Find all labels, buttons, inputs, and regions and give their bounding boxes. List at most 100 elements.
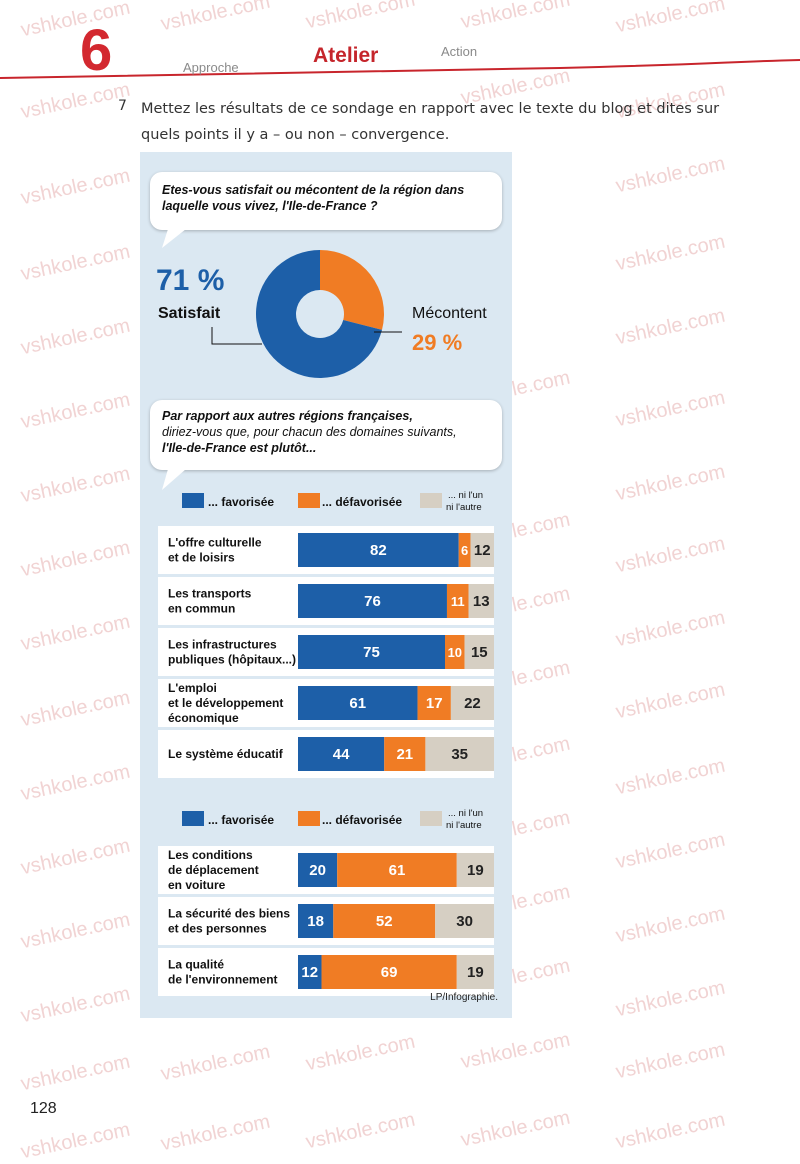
watermark-text: vshkole.com (458, 1106, 573, 1152)
bar-segment-favorisee (298, 737, 385, 771)
watermark-text: vshkole.com (18, 834, 133, 880)
watermark-text: vshkole.com (613, 230, 728, 276)
legend-label-defavorisee: ... défavorisée (322, 495, 402, 509)
bubble-tail-satisfaction (162, 229, 186, 248)
data-label: 10 (448, 645, 462, 660)
data-label: 61 (389, 862, 406, 879)
data-label: 21 (396, 746, 413, 763)
bar-segment-defavorisee (384, 737, 426, 771)
legend-label-defavorisee: ... défavorisée (322, 813, 402, 827)
watermark-text: vshkole.com (613, 1108, 728, 1154)
watermark-text: vshkole.com (613, 152, 728, 198)
data-label: 17 (426, 695, 443, 712)
tab-atelier[interactable]: Atelier (313, 44, 379, 67)
data-label: 15 (471, 644, 488, 661)
leader-line-satisfait (211, 327, 262, 345)
question-regions-line1: Par rapport aux autres régions française… (162, 409, 413, 423)
bar-segment-neutral (470, 533, 494, 567)
watermark-text: vshkole.com (458, 1028, 573, 1074)
watermark-text: vshkole.com (613, 0, 728, 38)
watermark-text: vshkole.com (18, 164, 133, 210)
exercise-instruction: Mettez les résultats de ce sondage en ra… (141, 101, 720, 143)
bar-segment-defavorisee (458, 533, 471, 567)
watermark-text: vshkole.com (18, 536, 133, 582)
data-label: 44 (333, 746, 350, 763)
donut-slice-mecontent (320, 250, 384, 330)
data-label: 11 (451, 594, 465, 609)
watermark-text: vshkole.com (18, 982, 133, 1028)
watermark-text: vshkole.com (613, 460, 728, 506)
legend-label-favorisee: ... favorisée (208, 495, 274, 509)
category-label: en voiture (168, 878, 226, 892)
bar-segment-neutral (435, 904, 494, 938)
data-label: 35 (451, 746, 468, 763)
watermark-text: vshkole.com (613, 1038, 728, 1084)
category-label: L'emploi (168, 681, 217, 695)
watermark-text: vshkole.com (18, 760, 133, 806)
data-label: 82 (370, 542, 387, 559)
category-label: publiques (hôpitaux...) (168, 653, 296, 667)
bar-segment-favorisee (298, 955, 322, 989)
chart-svg: 71 % Satisfait Mécontent 29 % ... favorisée.… (156, 229, 494, 996)
bar-segment-neutral (464, 635, 494, 669)
watermark-text: vshkole.com (303, 1108, 418, 1154)
category-label: et le développement (168, 696, 283, 710)
category-label: de l'environnement (168, 973, 278, 987)
category-label: Le système éducatif (168, 747, 284, 761)
category-label: La sécurité des biens (168, 907, 290, 921)
bar-segment-neutral (450, 686, 494, 720)
data-label: 30 (456, 913, 473, 930)
category-label: Les conditions (168, 848, 253, 862)
tab-action[interactable]: Action (441, 44, 478, 59)
bar-segment-defavorisee (446, 584, 469, 618)
category-label: économique (168, 711, 239, 725)
watermark-text: vshkole.com (18, 78, 133, 124)
legend-swatch-favorisee (182, 493, 204, 508)
bar-segment-favorisee (298, 904, 334, 938)
watermark-text: vshkole.com (18, 908, 133, 954)
unit-number: 6 (80, 18, 113, 83)
data-label: 69 (381, 964, 398, 981)
legend-label-neutral-line1: ... ni l'un (448, 808, 483, 819)
bar-segment-favorisee (298, 635, 445, 669)
data-label: 6 (461, 543, 468, 558)
exercise-number: 7 (118, 98, 127, 114)
legend-swatch-neutral (420, 493, 442, 508)
bar-segment-favorisee (298, 853, 338, 887)
value-label-mecontent: 29 % (412, 330, 462, 355)
category-label-satisfait: Satisfait (158, 305, 221, 322)
tab-approche[interactable]: Approche (183, 60, 239, 75)
data-label: 52 (376, 913, 393, 930)
watermark-text: vshkole.com (18, 462, 133, 508)
watermark-text: vshkole.com (613, 828, 728, 874)
watermark-text: vshkole.com (18, 0, 133, 42)
watermark-text: vshkole.com (158, 1040, 273, 1086)
bar-segment-defavorisee (445, 635, 465, 669)
watermark-text: vshkole.com (18, 1050, 133, 1096)
watermark-text: vshkole.com (18, 686, 133, 732)
category-label: L'offre culturelle (168, 536, 262, 550)
bar-segment-defavorisee (337, 853, 457, 887)
data-label: 22 (464, 695, 481, 712)
page-number: 128 (30, 1100, 57, 1117)
legend-swatch-defavorisee (298, 493, 320, 508)
legend-swatch-favorisee (182, 811, 204, 826)
bar-segment-neutral (425, 737, 494, 771)
question-bubble-regions: Par rapport aux autres régions française… (150, 400, 502, 470)
legend-label-neutral-line2: ni l'autre (446, 502, 482, 513)
category-label: en commun (168, 602, 235, 616)
bar-segment-defavorisee (417, 686, 451, 720)
legend-swatch-defavorisee (298, 811, 320, 826)
watermark-text: vshkole.com (18, 240, 133, 286)
watermark-text: vshkole.com (458, 0, 573, 34)
donut-slice-satisfait (256, 250, 382, 378)
bar-segment-neutral (456, 955, 494, 989)
header-rule (0, 59, 800, 79)
watermark-text: vshkole.com (303, 0, 418, 34)
data-label: 61 (349, 695, 366, 712)
watermark-text: vshkole.com (18, 314, 133, 360)
watermark-text: vshkole.com (613, 976, 728, 1022)
data-label: 19 (467, 862, 484, 879)
watermark-text: vshkole.com (18, 1118, 133, 1164)
bar-segment-neutral (456, 853, 494, 887)
